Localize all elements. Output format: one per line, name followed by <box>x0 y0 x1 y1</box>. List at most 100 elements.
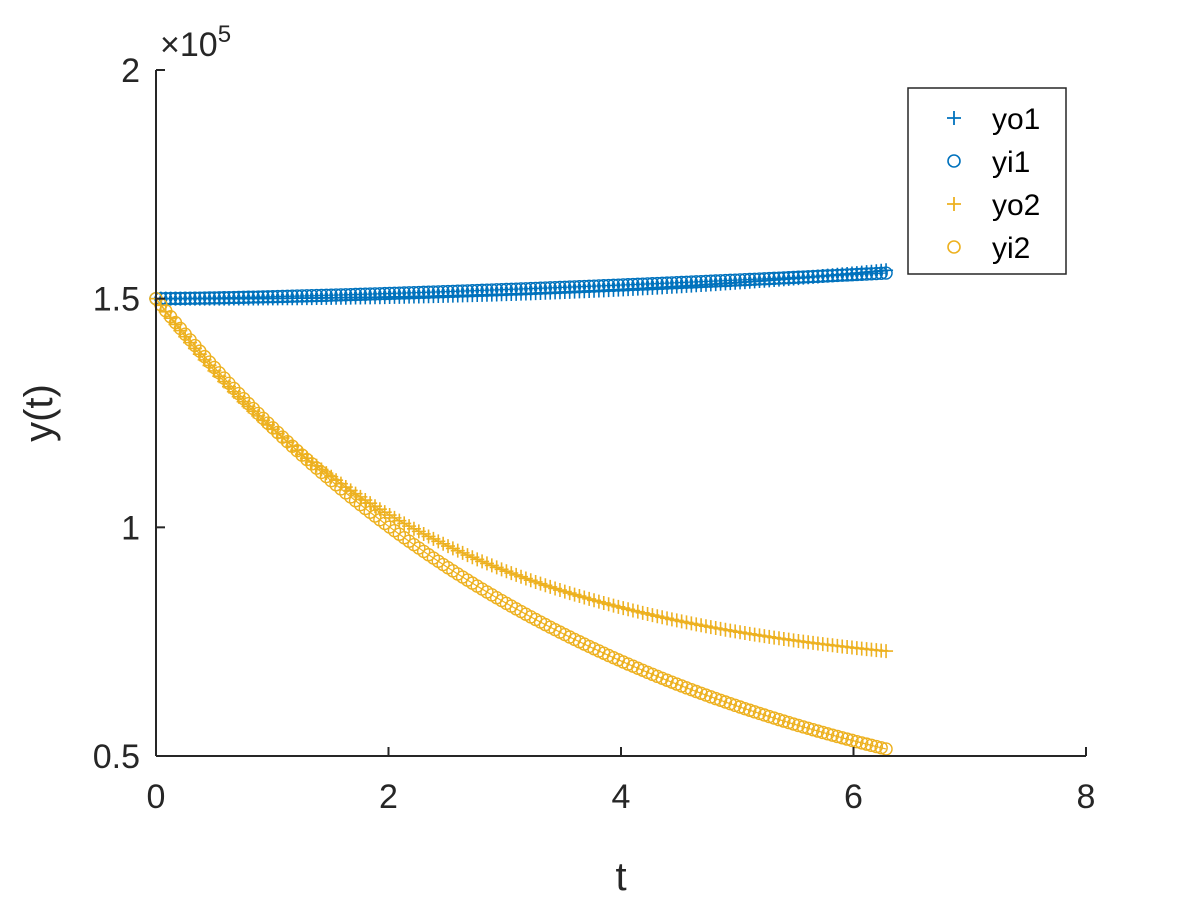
legend-item-yo2: yo2 <box>947 189 1040 222</box>
data-point <box>801 270 815 284</box>
data-point <box>879 742 893 756</box>
data-point <box>275 289 290 304</box>
data-point <box>232 386 246 401</box>
data-point <box>431 285 445 299</box>
data-point <box>796 270 811 284</box>
data-point <box>640 277 655 291</box>
data-point <box>820 269 835 283</box>
data-point <box>689 275 703 289</box>
data-point <box>202 291 217 305</box>
data-point <box>261 290 275 304</box>
legend-label-yi2: yi2 <box>992 232 1030 265</box>
data-point <box>670 276 684 290</box>
data-point <box>713 274 728 288</box>
data-point <box>825 268 840 283</box>
data-point <box>363 287 377 301</box>
data-point <box>636 277 650 291</box>
data-point <box>485 283 499 297</box>
data-point <box>261 416 275 430</box>
data-point <box>285 289 299 303</box>
legend-item-yi2: yi2 <box>947 232 1030 265</box>
data-point <box>416 285 431 300</box>
data-point <box>275 430 290 444</box>
data-point <box>855 736 869 750</box>
data-point <box>835 731 849 745</box>
data-point <box>806 723 820 737</box>
data-point <box>840 268 854 282</box>
data-point <box>329 288 343 302</box>
data-point <box>392 286 407 300</box>
data-point <box>339 486 353 500</box>
data-point <box>830 268 845 283</box>
data-point <box>611 278 626 292</box>
data-point <box>738 273 752 287</box>
data-point <box>592 279 606 293</box>
data-point <box>606 278 621 293</box>
data-point <box>728 273 742 287</box>
data-point <box>446 284 460 299</box>
data-point <box>679 275 694 289</box>
data-point <box>718 273 733 288</box>
data-point <box>339 288 353 302</box>
data-point <box>266 290 280 304</box>
data-point <box>538 281 553 295</box>
data-point <box>217 291 231 305</box>
legend: yo1 yi1 yo2 yi2 <box>907 87 1067 275</box>
data-point <box>178 291 192 306</box>
data-point <box>227 290 241 305</box>
data-point <box>309 288 324 303</box>
data-point <box>266 421 280 435</box>
data-point <box>305 457 319 471</box>
data-point <box>256 411 270 425</box>
x-tick-label: 8 <box>1077 778 1096 816</box>
y-tick-label: 1 <box>121 509 140 547</box>
axes-layer: 0 2 4 6 8 0.5 1 1.5 2 <box>93 52 1096 816</box>
data-point <box>850 267 864 282</box>
data-point <box>173 291 188 306</box>
data-point <box>480 283 494 297</box>
y-axis-multiplier-exponent: 5 <box>218 21 231 48</box>
data-point <box>874 741 888 755</box>
data-point <box>348 287 363 302</box>
data-point <box>626 277 640 292</box>
data-point <box>874 266 888 280</box>
data-point <box>212 291 226 305</box>
data-point <box>290 289 304 303</box>
data-point <box>168 291 183 306</box>
data-point <box>694 274 708 289</box>
data-point <box>704 274 718 288</box>
data-point <box>859 267 874 281</box>
data-point <box>811 724 825 738</box>
data-point <box>747 272 762 286</box>
data-point <box>811 269 825 284</box>
data-point <box>387 286 402 301</box>
data-point <box>378 286 392 301</box>
data-point <box>830 729 845 744</box>
data-point <box>207 291 222 305</box>
data-point <box>280 289 295 304</box>
data-point <box>227 381 241 396</box>
data-point <box>256 290 270 304</box>
data-point <box>334 482 348 496</box>
data-point <box>441 284 455 299</box>
data-point <box>601 278 616 293</box>
legend-item-yo1: yo1 <box>947 103 1040 136</box>
data-point <box>777 271 791 285</box>
data-point <box>558 280 572 294</box>
data-point <box>879 266 893 280</box>
y-tick-label: 0.5 <box>93 738 140 776</box>
data-point <box>597 279 611 293</box>
data-point <box>864 738 879 753</box>
data-point <box>869 266 884 281</box>
data-point <box>864 267 879 281</box>
data-point <box>353 287 368 302</box>
data-point <box>475 283 489 298</box>
data-point <box>786 270 801 285</box>
x-tick-label: 2 <box>379 778 398 816</box>
data-point <box>699 274 713 289</box>
data-point <box>655 276 669 291</box>
data-point <box>407 286 421 300</box>
data-point <box>451 284 465 298</box>
data-point <box>733 273 747 287</box>
